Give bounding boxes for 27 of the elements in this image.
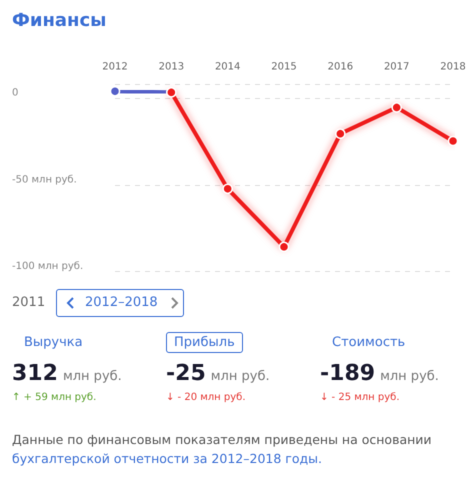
text: Данные по финансовым показателям приведены на основании: [12, 432, 432, 447]
x-tick-label: 2015: [271, 62, 297, 72]
x-tick-label: 2016: [328, 62, 354, 72]
text: Выручка: [23, 334, 84, 352]
y-tick-label: -100 млн руб.: [12, 261, 84, 272]
text: 2012–2018: [85, 295, 158, 310]
text: Стоимость: [331, 334, 406, 352]
chart-title: Финансы: [12, 10, 106, 31]
x-tick-label: 2017: [384, 62, 410, 72]
x-tick-label: 2013: [158, 62, 184, 72]
text: бухгалтерской отчетности за 2012–2018 годы.: [12, 451, 322, 466]
text: ↓ - 20 млн руб.: [166, 392, 247, 403]
x-tick-label: 2012: [102, 62, 128, 72]
y-tick-label: -50 млн руб.: [12, 174, 77, 186]
text: -189: [320, 361, 376, 386]
text: млн руб.: [210, 369, 270, 384]
y-tick-label: 0: [12, 87, 18, 98]
text: -25: [166, 361, 206, 386]
text: ↓ - 25 млн руб.: [320, 392, 401, 403]
x-tick-label: 2014: [214, 62, 240, 72]
text: 312: [12, 361, 58, 386]
text: Прибыль: [166, 332, 243, 353]
text: млн руб.: [62, 369, 122, 384]
text: 2011: [12, 295, 46, 310]
text: млн руб.: [380, 369, 439, 384]
text: ↑ + 59 млн руб.: [12, 392, 98, 403]
x-tick-label: 2018: [440, 62, 466, 72]
